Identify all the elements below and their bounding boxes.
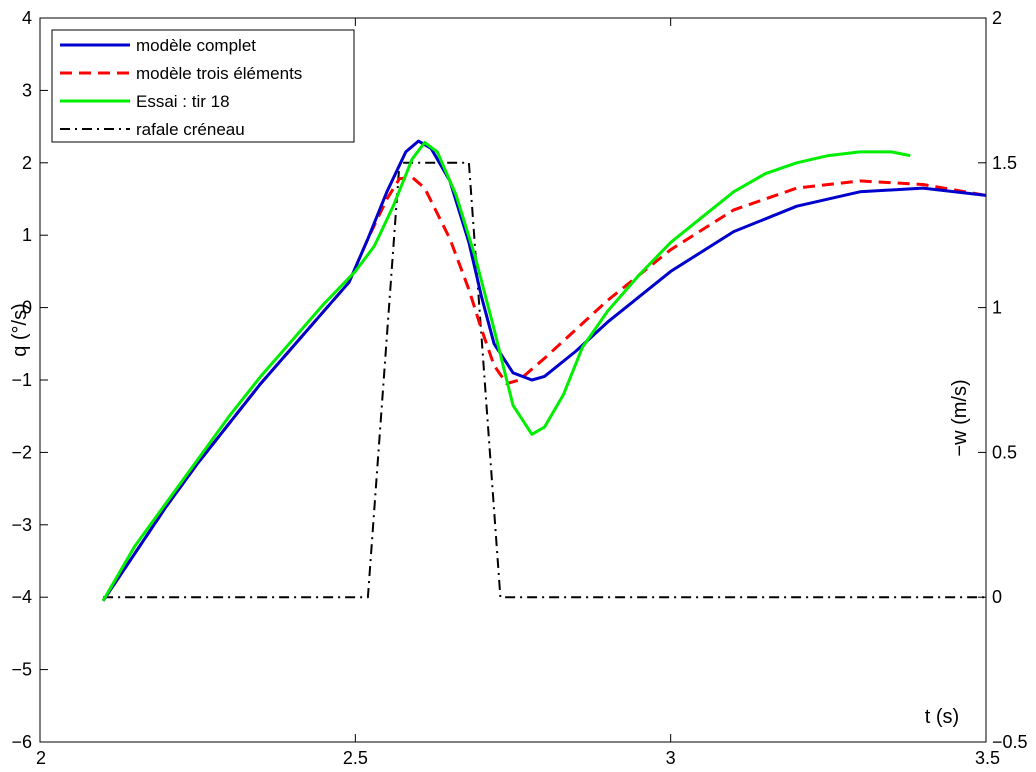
y-right-tick-label: 1 [992,298,1002,318]
y-left-tick-label: 3 [22,80,32,100]
series-line-3 [103,161,986,599]
y-left-tick-label: −5 [11,660,32,680]
y-left-tick-label: −1 [11,370,32,390]
x-tick-label: 3.5 [975,748,1000,768]
legend-label-0: modèle complet [136,36,256,55]
y-left-tick-label: 0 [22,298,32,318]
legend: modèle complet modèle trois éléments Essai… [51,29,355,143]
y-axis-left-label: q (°/s) [9,303,31,357]
x-tick-label: 3 [666,748,676,768]
y-left-tick-label: −6 [11,732,32,752]
y-left-tick-label: −2 [11,442,32,462]
legend-label-2: Essai : tir 18 [136,92,230,111]
y-left-tick-label: 2 [22,153,32,173]
y-right-tick-label: −0.5 [992,732,1028,752]
x-tick-label: 2.5 [343,748,368,768]
series-line-2 [101,141,911,602]
x-tick-label: 2 [36,748,46,768]
y-left-tick-label: 4 [22,8,32,28]
y-left-tick-label: −3 [11,515,32,535]
ticks: 2 2.5 3 3.5 −6 −5 −4 −3 −2 −1 0 1 2 3 4 −0.5 0 0.5 1 1.5 2 [11,8,1027,768]
legend-label-1: modèle trois éléments [136,64,302,83]
series-layer [101,139,987,602]
legend-label-3: rafale créneau [136,120,245,139]
y-right-tick-label: 0.5 [992,442,1017,462]
legend-box [51,29,355,143]
y-left-tick-label: 1 [22,225,32,245]
x-axis-label: t (s) [925,706,959,728]
y-axis-right-label: −w (m/s) [949,379,971,456]
y-right-tick-label: 1.5 [992,153,1017,173]
y-right-tick-label: 0 [992,587,1002,607]
y-left-tick-label: −4 [11,587,32,607]
y-right-tick-label: 2 [992,8,1002,28]
